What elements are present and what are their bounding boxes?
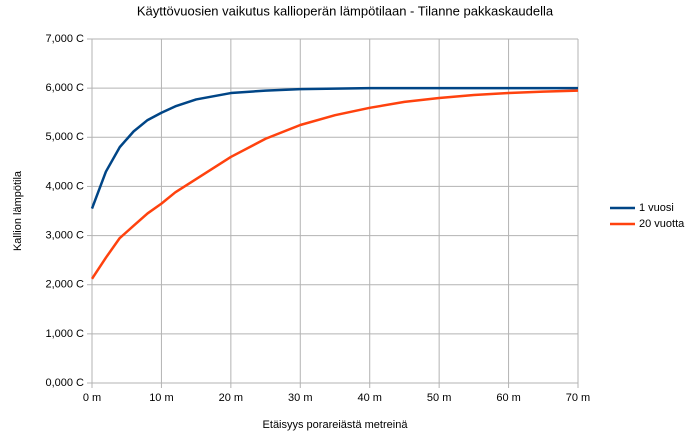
y-tick-label: 3,000 C — [45, 229, 84, 241]
x-tick-label: 50 m — [427, 392, 451, 404]
x-tick-label: 30 m — [288, 392, 312, 404]
y-axis-label: Kallion lämpötila — [12, 170, 24, 251]
y-tick-label: 2,000 C — [45, 279, 84, 291]
y-tick-label: 5,000 C — [45, 131, 84, 143]
y-tick-label: 1,000 C — [45, 328, 84, 340]
line — [90, 89, 579, 280]
legend-label: 1 vuosi — [639, 202, 674, 214]
y-tick-label: 4,000 C — [45, 180, 84, 192]
x-tick-label: 40 m — [357, 392, 381, 404]
y-tick-label: 6,000 C — [45, 82, 84, 94]
y-tick-label: 0,000 C — [45, 377, 84, 389]
x-tick-label: 10 m — [149, 392, 173, 404]
chart-title: Käyttövuosien vaikutus kallioperän lämpö… — [137, 3, 554, 18]
x-tick-label: 70 m — [566, 392, 590, 404]
x-tick-label: 0 m — [83, 392, 101, 404]
legend-label: 20 vuotta — [639, 218, 685, 230]
x-tick-label: 20 m — [219, 392, 243, 404]
y-tick-label: 7,000 C — [45, 33, 84, 45]
line — [90, 86, 578, 209]
x-axis-label: Etäisyys porareiästä metreinä — [263, 419, 409, 431]
x-tick-label: 60 m — [496, 392, 520, 404]
